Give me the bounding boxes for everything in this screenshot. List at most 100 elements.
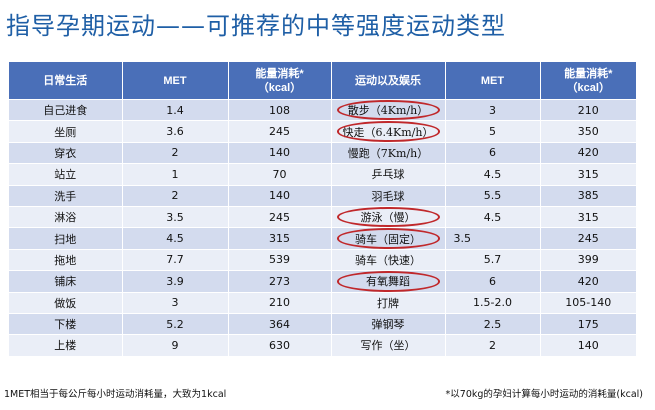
cell-kcal-activity: 105-140 xyxy=(540,291,636,314)
cell-kcal-daily: 539 xyxy=(228,248,332,271)
cell-activity: 打牌 xyxy=(331,291,446,314)
cell-daily-life-text: 下楼 xyxy=(54,318,77,332)
cell-met-daily-text: 3 xyxy=(171,296,179,310)
table-row: 做饭 3 210 打牌 1.5-2.0 105-140 xyxy=(9,291,636,314)
cell-daily-life-text: 站立 xyxy=(54,168,77,182)
cell-activity: 骑车（固定） xyxy=(331,227,446,250)
cell-daily-life-text: 做饭 xyxy=(54,296,77,310)
cell-met-activity: 6 xyxy=(445,141,541,164)
header-activity: 运动以及娱乐 xyxy=(331,62,446,100)
cell-kcal-daily-text: 210 xyxy=(269,296,290,310)
cell-activity: 有氧舞蹈 xyxy=(331,270,446,293)
table-row: 站立 1 70 乒乓球 4.5 315 xyxy=(9,163,636,186)
cell-daily-life: 做饭 xyxy=(9,291,123,314)
cell-activity: 快走（6.4Km/h） xyxy=(331,120,446,143)
table-row: 淋浴 3.5 245 游泳（慢） 4.5 315 xyxy=(9,205,636,228)
cell-activity-text: 有氧舞蹈 xyxy=(366,275,410,289)
cell-met-daily: 1.4 xyxy=(122,98,229,121)
cell-activity-text: 写作（坐） xyxy=(360,339,416,353)
cell-kcal-activity: 315 xyxy=(540,205,636,228)
cell-activity: 慢跑（7Km/h） xyxy=(331,141,446,164)
met-table-container: 日常生活 MET 能量消耗* （kcal） 运动以及娱乐 MET 能量消耗* （… xyxy=(9,62,636,356)
cell-kcal-activity-text: 315 xyxy=(577,167,599,181)
cell-met-activity: 5 xyxy=(445,120,541,143)
cell-kcal-activity: 350 xyxy=(540,120,636,143)
header-met-2: MET xyxy=(445,62,541,100)
cell-met-activity-text: 5.5 xyxy=(483,189,502,203)
cell-activity-text: 羽毛球 xyxy=(371,189,405,203)
cell-activity-text: 弹钢琴 xyxy=(371,318,405,332)
cell-daily-life-text: 拖地 xyxy=(54,253,77,267)
cell-kcal-activity: 210 xyxy=(540,98,636,121)
cell-met-daily: 2 xyxy=(122,184,229,207)
cell-kcal-daily: 364 xyxy=(228,312,332,335)
table-row: 自己进食 1.4 108 散步（4Km/h） 3 210 xyxy=(9,98,636,121)
cell-kcal-daily: 273 xyxy=(228,270,332,293)
cell-activity: 乒乓球 xyxy=(331,163,446,186)
cell-met-daily: 3.5 xyxy=(122,205,229,228)
cell-kcal-daily: 70 xyxy=(228,163,332,186)
cell-met-activity-text: 6 xyxy=(489,274,496,288)
cell-kcal-daily-text: 315 xyxy=(269,232,290,246)
cell-met-daily-text: 9 xyxy=(171,338,179,352)
cell-activity-text: 游泳（慢） xyxy=(360,211,416,225)
cell-met-daily: 4.5 xyxy=(122,227,229,250)
cell-met-daily: 3.9 xyxy=(122,270,229,293)
cell-kcal-daily: 140 xyxy=(228,184,332,207)
cell-met-daily: 7.7 xyxy=(122,248,229,271)
header-energy-2-line2: （kcal） xyxy=(566,81,610,94)
cell-activity: 弹钢琴 xyxy=(331,312,446,335)
cell-met-daily-text: 2 xyxy=(171,189,179,203)
header-met-1: MET xyxy=(122,62,229,100)
cell-kcal-daily-text: 273 xyxy=(269,274,290,288)
cell-met-daily-text: 2 xyxy=(171,146,179,160)
cell-activity: 写作（坐） xyxy=(331,334,446,356)
cell-kcal-activity: 420 xyxy=(540,141,636,164)
header-energy-2-line1: 能量消耗* xyxy=(564,67,613,80)
cell-daily-life-text: 上楼 xyxy=(54,339,77,353)
cell-kcal-activity-text: 105-140 xyxy=(565,296,612,310)
cell-met-activity-text: 3.5 xyxy=(453,232,472,246)
cell-met-daily-text: 3.5 xyxy=(166,210,184,224)
cell-daily-life-text: 铺床 xyxy=(54,275,77,289)
cell-kcal-daily-text: 70 xyxy=(272,167,287,181)
cell-met-daily-text: 4.5 xyxy=(166,232,184,246)
cell-activity-text: 骑车（固定） xyxy=(355,232,421,246)
cell-activity: 游泳（慢） xyxy=(331,205,446,228)
cell-activity: 骑车（快速） xyxy=(331,248,446,271)
cell-met-activity-text: 5 xyxy=(489,125,496,139)
cell-kcal-activity: 399 xyxy=(540,248,636,271)
cell-met-daily: 1 xyxy=(122,163,229,186)
cell-daily-life: 拖地 xyxy=(9,248,123,271)
cell-kcal-activity: 140 xyxy=(540,334,636,356)
cell-met-activity-text: 4.5 xyxy=(483,210,502,224)
cell-kcal-daily-text: 364 xyxy=(269,317,290,331)
cell-daily-life-text: 扫地 xyxy=(54,232,77,246)
header-energy-1-line2: （kcal） xyxy=(257,81,302,94)
cell-activity-text: 慢跑（7Km/h） xyxy=(347,146,429,160)
header-daily-life: 日常生活 xyxy=(9,62,123,100)
cell-daily-life: 自己进食 xyxy=(9,98,123,121)
cell-activity-text: 骑车（快速） xyxy=(355,253,421,267)
page-title: 指导孕期运动——可推荐的中等强度运动类型 xyxy=(6,12,506,40)
cell-daily-life: 下楼 xyxy=(9,312,123,335)
cell-activity-text: 散步（4Km/h） xyxy=(347,104,429,118)
table-row: 上楼 9 630 写作（坐） 2 140 xyxy=(9,334,636,356)
cell-daily-life: 淋浴 xyxy=(9,205,123,228)
cell-kcal-activity: 385 xyxy=(540,184,636,207)
table-row: 洗手 2 140 羽毛球 5.5 385 xyxy=(9,184,636,207)
cell-kcal-activity-text: 420 xyxy=(577,274,599,288)
cell-daily-life: 扫地 xyxy=(9,227,123,250)
cell-met-activity: 4.5 xyxy=(445,205,541,228)
cell-kcal-activity-text: 210 xyxy=(577,103,599,117)
cell-kcal-daily: 315 xyxy=(228,227,332,250)
cell-activity: 散步（4Km/h） xyxy=(331,98,446,121)
cell-met-daily: 9 xyxy=(122,334,229,356)
cell-kcal-activity: 175 xyxy=(540,312,636,335)
table-row: 穿衣 2 140 慢跑（7Km/h） 6 420 xyxy=(9,141,636,164)
cell-met-daily-text: 5.2 xyxy=(166,317,184,331)
header-row: 日常生活 MET 能量消耗* （kcal） 运动以及娱乐 MET 能量消耗* （… xyxy=(9,62,636,100)
cell-met-activity: 1.5-2.0 xyxy=(445,291,541,314)
cell-kcal-activity: 420 xyxy=(540,270,636,293)
cell-kcal-daily-text: 630 xyxy=(269,338,290,352)
